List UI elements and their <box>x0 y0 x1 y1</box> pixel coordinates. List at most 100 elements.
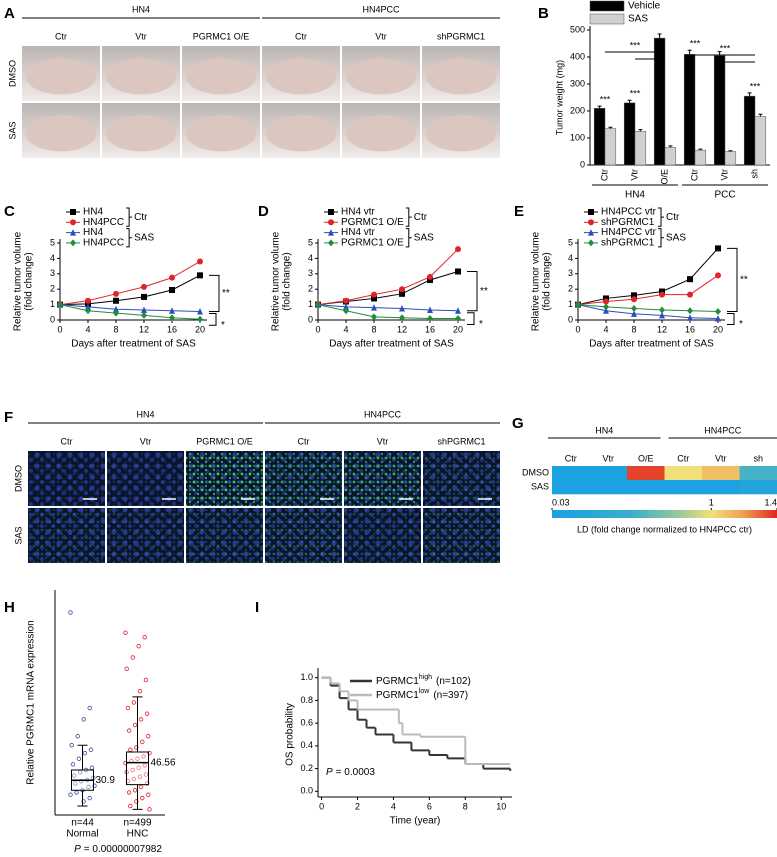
x-tick-label: 20 <box>453 324 463 334</box>
panel-letter: H <box>4 599 15 616</box>
point <box>132 722 138 728</box>
legend-label: PGRMC1 O/E <box>341 238 404 249</box>
point <box>126 728 132 733</box>
legend-marker <box>588 219 594 226</box>
point <box>136 765 141 770</box>
colorbar-label: 0.03 <box>552 497 570 507</box>
panel-letter: A <box>4 5 15 22</box>
legend-label: HN4PCC <box>83 217 124 228</box>
x-tick-label: 0 <box>315 324 320 334</box>
point <box>113 290 119 297</box>
stain <box>423 508 500 563</box>
panel-letter: E <box>514 203 524 220</box>
sig-bracket <box>727 313 735 325</box>
error-bar <box>698 148 703 151</box>
legend-swatch <box>589 13 625 25</box>
significance: * <box>221 320 225 331</box>
stain <box>423 451 500 506</box>
line <box>577 274 719 306</box>
stain <box>107 508 184 563</box>
point <box>142 635 147 640</box>
point <box>603 298 609 305</box>
column-label: sh <box>753 453 763 463</box>
legend-label: Vehicle <box>628 1 661 12</box>
stain <box>265 451 342 506</box>
y-tick-label: 5 <box>308 237 313 247</box>
point <box>399 304 405 312</box>
point <box>143 772 149 777</box>
x-tick-label: 4 <box>343 324 348 334</box>
error-bar <box>728 150 733 152</box>
bar <box>724 151 737 166</box>
x-tick-label: Ctr <box>599 169 609 181</box>
y-tick-label: 100 <box>570 132 585 142</box>
stain <box>186 451 263 506</box>
point <box>138 717 144 722</box>
legend-sup: high <box>419 674 432 681</box>
legend-marker <box>588 239 594 247</box>
point <box>455 246 461 253</box>
point <box>146 734 151 739</box>
error-bar <box>638 129 643 132</box>
significance: * <box>479 319 483 330</box>
line <box>577 304 719 319</box>
y-tick-label: 0 <box>50 314 55 324</box>
point <box>125 705 131 711</box>
legend-marker <box>328 239 334 247</box>
x-tick-label: 4 <box>85 324 90 334</box>
line <box>577 248 719 306</box>
significance: * <box>739 319 743 330</box>
group-label: HN4PCC <box>704 425 742 435</box>
legend-swatch <box>589 0 625 12</box>
x-tick-label: 16 <box>425 324 435 334</box>
heat-cell <box>552 480 590 495</box>
legend-label: PGRMC1high (n=102) <box>376 674 471 686</box>
panel-letter: F <box>4 409 13 426</box>
legend-count: (n=397) <box>433 690 468 701</box>
point <box>169 314 175 322</box>
significance: *** <box>750 81 761 91</box>
point <box>138 784 144 790</box>
point <box>631 296 637 303</box>
column-label: Vtr <box>140 436 152 446</box>
mouse-body <box>265 58 337 95</box>
heat-cell <box>739 480 777 495</box>
column-label: Ctr <box>298 436 310 446</box>
legend-brace <box>658 228 665 248</box>
point <box>427 273 433 280</box>
point <box>143 677 149 683</box>
heat-cell <box>702 466 740 481</box>
point <box>87 795 92 801</box>
point <box>144 711 150 716</box>
x-tick-label: Vtr <box>629 169 639 181</box>
point <box>140 795 145 801</box>
p-text: = 0.0003 <box>336 767 376 778</box>
significance: ** <box>740 275 748 286</box>
point <box>687 276 693 283</box>
point <box>399 314 405 322</box>
y-tick-label: 400 <box>570 51 585 61</box>
line <box>317 271 459 306</box>
point <box>197 258 203 265</box>
column-label: Ctr <box>55 31 67 41</box>
point <box>659 311 665 319</box>
legend-brace <box>658 207 665 227</box>
point <box>134 799 139 804</box>
column-label: Ctr <box>677 453 689 463</box>
sig-bracket <box>467 312 475 325</box>
y-axis-title: OS probability <box>285 703 296 766</box>
mouse-body <box>345 115 417 152</box>
significance: ** <box>480 286 488 297</box>
point <box>715 272 721 279</box>
point <box>113 297 119 304</box>
y-tick-label: 1 <box>50 299 55 309</box>
column-label: shPGRMC1 <box>437 436 485 446</box>
point <box>343 307 349 315</box>
stain <box>28 508 105 563</box>
y-tick-label: 200 <box>570 105 585 115</box>
point <box>659 291 665 298</box>
column-label: Vtr <box>715 453 727 463</box>
legend-label: SAS <box>628 14 648 25</box>
point <box>71 773 77 778</box>
heat-cell <box>664 480 703 495</box>
